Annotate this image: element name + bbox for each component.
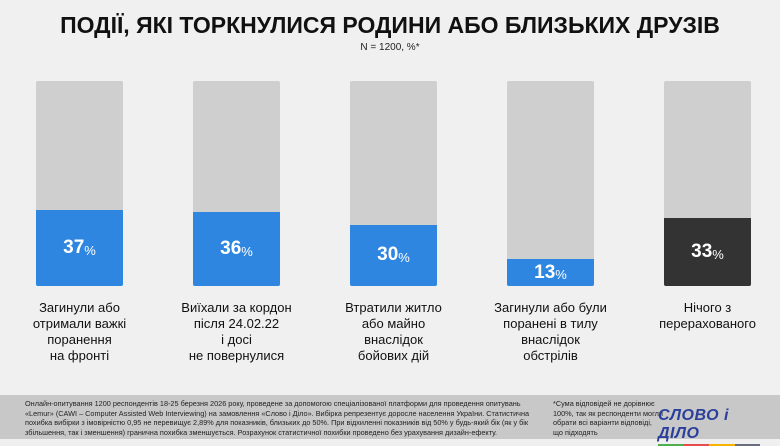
category-label: Втратили житло або майно внаслідок бойових … (345, 300, 442, 363)
data-label-unit: % (241, 243, 253, 259)
data-label-unit: % (398, 249, 410, 265)
category-label: Загинули або отримали важкі поранення на фр… (32, 300, 127, 363)
bar-track: 37% (36, 81, 123, 286)
data-label: 13 (534, 261, 556, 283)
logo: СЛОВО і ДІЛО (658, 407, 760, 446)
bar-track: 30% (350, 81, 437, 286)
logo-text: СЛОВО і ДІЛО (658, 407, 729, 442)
footer: Онлайн-опитування 1200 респондентів 18-2… (0, 395, 780, 446)
asterisk-note: *Сума відповідей не дорівнює 100%, так я… (553, 399, 663, 437)
data-label-unit: % (712, 246, 724, 262)
bar-track: 33% (664, 81, 751, 286)
methodology-note: Онлайн-опитування 1200 респондентів 18-2… (25, 399, 530, 437)
data-label-unit: % (84, 242, 96, 258)
category-label: Загинули або були поранені в тилу внаслідо… (494, 300, 607, 363)
bar-track: 13% (507, 81, 594, 286)
bar: 36% (193, 212, 280, 286)
bar: 37% (36, 210, 123, 286)
data-label-unit: % (555, 267, 567, 283)
bar: 33% (664, 218, 751, 286)
bar: 30% (350, 224, 437, 286)
category-label: Нічого з перерахованого (659, 300, 756, 331)
bar: 13% (507, 259, 594, 286)
data-label: 33 (691, 241, 713, 263)
data-label: 30 (377, 244, 399, 266)
chart-subtitle: N = 1200, %* (360, 42, 420, 53)
chart-title: ПОДІЇ, ЯКІ ТОРКНУЛИСЯ РОДИНИ АБО БЛИЗЬКИ… (60, 12, 720, 38)
bar-track: 36% (193, 81, 280, 286)
data-label: 37 (63, 237, 85, 259)
data-label: 36 (220, 238, 242, 260)
category-label: Виїхали за кордон після 24.02.22 і досі не … (181, 300, 292, 363)
